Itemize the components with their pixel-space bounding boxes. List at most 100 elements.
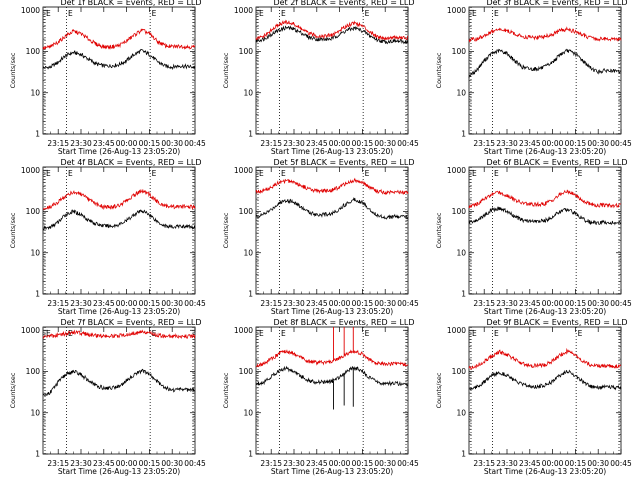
x-tick-label: 23:30 <box>70 459 92 468</box>
x-tick-label: 23:30 <box>70 299 92 308</box>
x-tick-label: 23:15 <box>473 139 495 148</box>
x-tick-label: 00:15 <box>139 459 161 468</box>
y-tick-label: 1 <box>461 450 466 459</box>
x-tick-label: 23:45 <box>93 299 115 308</box>
chart-panel-7: Det 7f BLACK = Events, RED = LLD 1 10 100 10… <box>9 318 206 476</box>
x-tick-label: 00:45 <box>610 139 632 148</box>
event-marker-label: E <box>494 9 499 18</box>
x-tick-label: 23:45 <box>306 139 328 148</box>
x-tick-label: 23:30 <box>496 299 518 308</box>
x-tick-label: 23:45 <box>306 299 328 308</box>
y-tick-label: 10 <box>456 248 466 257</box>
event-marker-label: E <box>152 9 157 18</box>
y-tick-label: 1 <box>248 290 253 299</box>
event-marker-label: E <box>152 169 157 178</box>
chart-title: Det 9f BLACK = Events, RED = LLD <box>486 318 627 327</box>
x-tick-label: 00:30 <box>161 299 183 308</box>
y-tick-label: 1 <box>35 290 40 299</box>
x-tick-label: 23:15 <box>47 459 69 468</box>
x-tick-label: 00:15 <box>352 459 374 468</box>
chart-panel-4: Det 4f BLACK = Events, RED = LLD 1 10 100 10… <box>9 158 206 316</box>
series-line-lld <box>255 19 409 41</box>
y-tick-label: 10 <box>243 248 253 257</box>
event-marker-label: E <box>152 329 157 338</box>
event-marker-label: E <box>68 9 73 18</box>
y-tick-label: 1000 <box>21 6 40 15</box>
x-tick-label: 00:00 <box>116 139 138 148</box>
x-tick-label: 00:15 <box>139 299 161 308</box>
x-tick-label: 23:15 <box>47 299 69 308</box>
y-axis-title: Counts/sec <box>435 212 443 248</box>
event-marker-label: E <box>578 329 583 338</box>
y-tick-label: 10 <box>456 88 466 97</box>
x-axis-title: Start Time (26-Aug-13 23:05:20) <box>58 307 180 316</box>
y-tick-label: 10 <box>30 248 40 257</box>
y-tick-label: 100 <box>26 47 41 56</box>
chart-panel-3: Det 3f BLACK = Events, RED = LLD 1 10 100 10… <box>435 0 632 156</box>
x-tick-label: 00:00 <box>542 139 564 148</box>
y-tick-label: 1000 <box>234 166 253 175</box>
x-tick-label: 23:30 <box>496 459 518 468</box>
event-marker-label: E <box>281 169 286 178</box>
event-marker-label: E <box>365 329 370 338</box>
series-line-events <box>255 365 409 388</box>
edge-marker-label: E <box>472 329 477 338</box>
event-marker-label: E <box>365 9 370 18</box>
series-line-lld <box>255 349 409 368</box>
x-tick-label: 23:15 <box>260 459 282 468</box>
x-tick-label: 00:00 <box>116 459 138 468</box>
y-tick-label: 1000 <box>447 326 466 335</box>
x-tick-label: 23:15 <box>473 299 495 308</box>
y-tick-label: 1 <box>35 450 40 459</box>
y-axis-title: Counts/sec <box>435 52 443 88</box>
y-axis-title: Counts/sec <box>9 52 17 88</box>
series-line-lld <box>42 189 196 211</box>
x-tick-label: 00:15 <box>565 459 587 468</box>
x-tick-label: 23:30 <box>283 459 305 468</box>
x-tick-label: 23:15 <box>473 459 495 468</box>
y-tick-label: 100 <box>452 47 467 56</box>
x-tick-label: 00:30 <box>374 299 396 308</box>
series-line-events <box>42 368 196 397</box>
edge-marker-label: E <box>46 9 51 18</box>
edge-marker-label: E <box>46 169 51 178</box>
event-marker-label: E <box>281 9 286 18</box>
y-tick-label: 100 <box>239 367 254 376</box>
series-line-lld <box>42 329 196 339</box>
y-tick-label: 100 <box>26 207 41 216</box>
x-tick-label: 00:30 <box>374 139 396 148</box>
series-line-events <box>42 209 196 231</box>
chart-title: Det 2f BLACK = Events, RED = LLD <box>273 0 414 7</box>
x-tick-label: 00:45 <box>397 459 419 468</box>
x-tick-label: 00:45 <box>610 299 632 308</box>
y-axis-title: Counts/sec <box>435 372 443 408</box>
edge-marker-label: E <box>259 9 264 18</box>
x-tick-label: 00:45 <box>397 299 419 308</box>
x-tick-label: 00:15 <box>352 299 374 308</box>
y-tick-label: 100 <box>26 367 41 376</box>
x-tick-label: 00:00 <box>542 459 564 468</box>
x-axis-title: Start Time (26-Aug-13 23:05:20) <box>58 147 180 156</box>
y-axis-title: Counts/sec <box>222 212 230 248</box>
series-line-events <box>42 48 196 71</box>
x-tick-label: 00:00 <box>329 139 351 148</box>
x-tick-label: 23:15 <box>47 139 69 148</box>
edge-marker-label: E <box>259 329 264 338</box>
event-marker-label: E <box>578 9 583 18</box>
x-axis-title: Start Time (26-Aug-13 23:05:20) <box>484 307 606 316</box>
x-tick-label: 00:45 <box>184 139 206 148</box>
event-marker-label: E <box>494 169 499 178</box>
x-tick-label: 00:15 <box>565 139 587 148</box>
series-line-events <box>255 25 409 45</box>
y-tick-label: 10 <box>30 408 40 417</box>
chart-panel-9: Det 9f BLACK = Events, RED = LLD 1 10 100 10… <box>435 318 632 476</box>
event-marker-label: E <box>365 169 370 178</box>
y-tick-label: 1000 <box>21 326 40 335</box>
y-tick-label: 1000 <box>21 166 40 175</box>
x-tick-label: 00:45 <box>610 459 632 468</box>
y-tick-label: 1000 <box>234 326 253 335</box>
x-tick-label: 00:45 <box>184 299 206 308</box>
x-tick-label: 00:30 <box>587 139 609 148</box>
x-tick-label: 00:00 <box>329 299 351 308</box>
